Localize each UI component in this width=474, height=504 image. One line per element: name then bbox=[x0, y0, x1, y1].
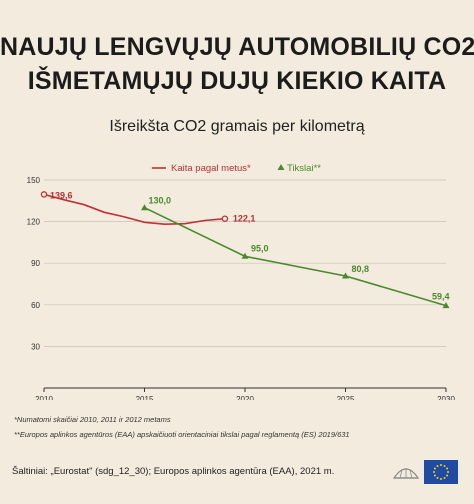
footnote-1: *Numatomi skaičiai 2010, 2011 ir 2012 me… bbox=[14, 415, 171, 424]
y-tick-label: 30 bbox=[31, 342, 40, 351]
data-point-marker bbox=[241, 252, 249, 259]
y-tick-label: 90 bbox=[31, 259, 40, 268]
data-label: 139,6 bbox=[50, 190, 73, 200]
chart-subtitle: Išreikšta CO2 gramais per kilometrą bbox=[109, 118, 365, 135]
legend: Kaita pagal metus* Tikslai** bbox=[152, 163, 321, 174]
title-line-2: IŠMETAMŲJŲ DUJŲ KIEKIO KAITA bbox=[27, 67, 447, 95]
title-line-1: NAUJŲ LENGVŲJŲ AUTOMOBILIŲ CO2 bbox=[0, 33, 474, 61]
data-point-marker bbox=[40, 191, 48, 198]
legend-label-actual: Kaita pagal metus* bbox=[171, 163, 251, 174]
x-tick-label: 2030 bbox=[437, 395, 455, 400]
y-tick-label: 60 bbox=[31, 301, 40, 310]
series-line-actual bbox=[43, 193, 225, 226]
data-point-marker bbox=[342, 272, 349, 279]
data-point-marker bbox=[141, 204, 148, 211]
source-text: Šaltiniai: „Eurostat" (sdg_12_30); Europ… bbox=[12, 466, 335, 477]
chart-title: NAUJŲ LENGVŲJŲ AUTOMOBILIŲ CO2 IŠMETAMŲJ… bbox=[0, 30, 474, 98]
data-label: 130,0 bbox=[149, 196, 172, 206]
y-tick-label: 120 bbox=[27, 218, 41, 227]
co2-line-chart: 30 60 90 120 150 2010 2015 2020 2025 2030 139,6 122… bbox=[27, 163, 456, 400]
x-tick-label: 2010 bbox=[35, 395, 53, 400]
series-line-target bbox=[144, 206, 447, 307]
y-tick-label: 150 bbox=[27, 176, 41, 185]
legend-label-target: Tikslai** bbox=[287, 163, 321, 174]
footnote-2: **Europos aplinkos agentūros (EAA) apska… bbox=[14, 430, 350, 439]
data-point-marker bbox=[221, 215, 229, 222]
data-label: 80,8 bbox=[352, 264, 370, 274]
eu-flag-icon bbox=[424, 460, 458, 484]
x-tick-label: 2025 bbox=[337, 395, 355, 400]
data-label: 95,0 bbox=[251, 243, 269, 253]
data-label: 122,1 bbox=[233, 214, 256, 224]
parliament-logo-icon bbox=[392, 468, 420, 479]
legend-swatch-target bbox=[277, 164, 285, 170]
data-label: 59,4 bbox=[432, 292, 450, 302]
x-tick-label: 2020 bbox=[236, 395, 254, 400]
data-point-marker bbox=[442, 302, 450, 309]
x-tick-label: 2015 bbox=[136, 395, 154, 400]
